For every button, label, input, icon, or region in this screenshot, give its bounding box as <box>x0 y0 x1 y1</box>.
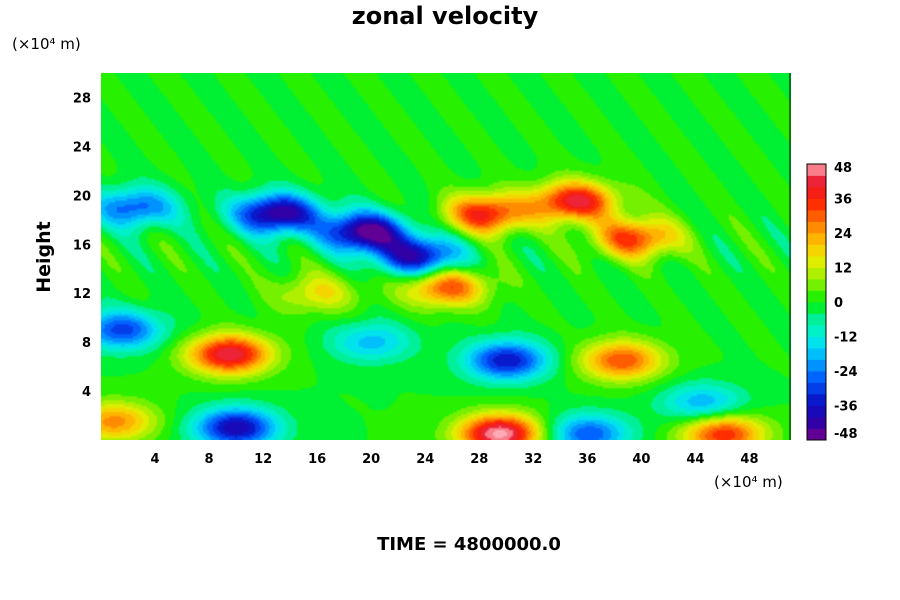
colorbar-bin <box>807 164 826 176</box>
colorbar-bin <box>807 336 826 349</box>
x-tick-label: 8 <box>205 452 214 467</box>
colorbar-bin <box>807 348 826 360</box>
y-tick-label: 16 <box>73 238 91 253</box>
colorbar-ticks: 48 36 24 12 0 -12 -24 -36 -48 <box>834 161 858 442</box>
x-tick-label: 16 <box>308 452 326 467</box>
colorbar-tick-label: 24 <box>834 227 852 242</box>
y-tick-label: 24 <box>73 140 91 155</box>
x-tick-label: 20 <box>362 452 380 467</box>
y-axis-unit: (×10⁴ m) <box>12 35 81 53</box>
x-tick-label: 24 <box>416 452 434 467</box>
x-tick-label: 48 <box>740 452 758 467</box>
colorbar-bin <box>807 417 826 429</box>
colorbar-bin <box>807 198 826 211</box>
colorbar-frame <box>806 163 827 441</box>
y-tick-label: 8 <box>82 336 91 351</box>
colorbar-bin <box>807 244 826 257</box>
colorbar-tick-label: -48 <box>834 427 858 442</box>
chart-title: zonal velocity <box>352 2 539 30</box>
colorbar-bin <box>807 371 826 383</box>
colorbar-bin <box>807 187 826 199</box>
colorbar-bin <box>807 325 826 337</box>
colorbar-bin <box>807 302 826 314</box>
colorbar-bin <box>807 256 826 268</box>
colorbar-bin <box>807 382 826 395</box>
colorbar-bin <box>807 313 826 326</box>
colorbar-bin <box>807 405 826 418</box>
colorbar-bin <box>807 359 826 372</box>
x-tick-label: 12 <box>254 452 272 467</box>
x-tick-label: 4 <box>151 452 160 467</box>
colorbar-tick-label: 48 <box>834 161 852 176</box>
colorbar-bin <box>807 233 826 245</box>
x-tick-label: 40 <box>632 452 650 467</box>
time-annotation: TIME = 4800000.0 <box>377 534 561 555</box>
colorbar-tick-label: 0 <box>834 296 843 311</box>
x-tick-label: 36 <box>578 452 596 467</box>
x-axis-unit: (×10⁴ m) <box>714 473 783 491</box>
colorbar-bin <box>807 394 826 406</box>
y-tick-label: 20 <box>73 189 91 204</box>
colorbar-bin <box>807 428 826 441</box>
colorbar-bin <box>807 279 826 291</box>
colorbar-bin <box>807 267 826 280</box>
y-tick-label: 12 <box>73 287 91 302</box>
y-axis-label: Height <box>33 221 55 293</box>
colorbar-tick-label: 36 <box>834 193 852 208</box>
heatmap-field <box>101 73 791 440</box>
colorbar-bin <box>807 175 826 188</box>
x-tick-label: 44 <box>686 452 704 467</box>
y-tick-label: 28 <box>73 91 91 106</box>
y-axis-ticks: 4 8 12 16 20 24 28 <box>73 91 91 400</box>
colorbar <box>806 163 827 441</box>
y-tick-label: 4 <box>82 385 91 400</box>
colorbar-bin <box>807 290 826 303</box>
colorbar-bin <box>807 210 826 222</box>
colorbar-tick-label: -24 <box>834 365 858 380</box>
colorbar-tick-label: 12 <box>834 262 852 277</box>
plot-area <box>101 73 791 440</box>
x-tick-label: 28 <box>470 452 488 467</box>
colorbar-tick-label: -36 <box>834 400 858 415</box>
x-axis-ticks: 4 8 12 16 20 24 28 32 36 40 44 48 <box>151 452 759 467</box>
colorbar-bin <box>807 221 826 234</box>
colorbar-tick-label: -12 <box>834 331 858 346</box>
x-tick-label: 32 <box>524 452 542 467</box>
